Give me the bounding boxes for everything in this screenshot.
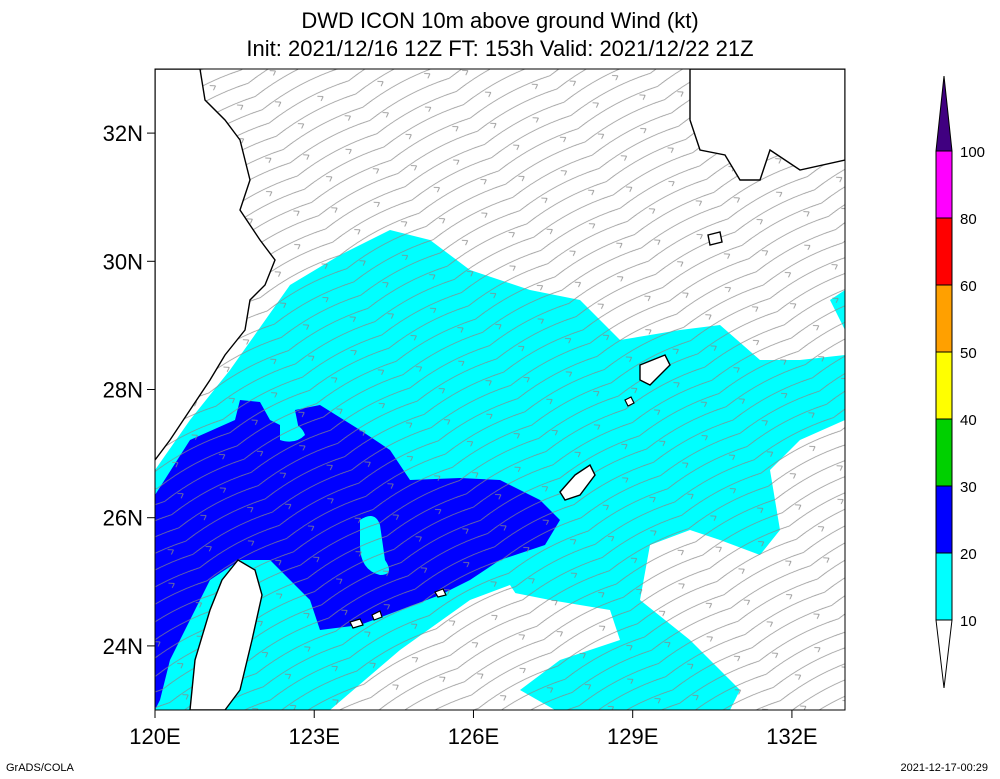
plot-area — [155, 69, 845, 710]
lon-tick-label: 126E — [448, 724, 499, 749]
island-okinawa — [559, 463, 596, 501]
lat-tick-label: 32N — [103, 121, 143, 146]
colorbar-label: 100 — [960, 144, 985, 161]
colorbar-segment — [935, 217, 953, 286]
lat-tick-label: 24N — [103, 634, 143, 659]
colorbar: 10 20 30 40 50 60 80 100 — [935, 75, 985, 689]
colorbar-label: 60 — [960, 278, 977, 295]
colorbar-segment — [935, 284, 953, 353]
lon-tick-label: 129E — [607, 724, 658, 749]
lat-tick-label: 28N — [103, 378, 143, 403]
colorbar-label: 30 — [960, 479, 977, 496]
render-timestamp: 2021-12-17-00:29 — [900, 762, 988, 774]
colorbar-segment — [935, 552, 953, 621]
lat-tick-label: 26N — [103, 506, 143, 531]
map-subtitle: Init: 2021/12/16 12Z FT: 153h Valid: 202… — [246, 36, 754, 61]
lon-tick-label: 132E — [766, 724, 817, 749]
longitude-axis: 120E 123E 126E 129E 132E — [129, 710, 818, 749]
lon-tick-label: 123E — [289, 724, 340, 749]
colorbar-lower-triangle — [935, 619, 953, 689]
latitude-axis: 32N 30N 28N 26N 24N — [103, 121, 155, 659]
colorbar-segment — [935, 485, 953, 554]
colorbar-label: 20 — [960, 546, 977, 563]
kyushu — [689, 69, 845, 181]
colorbar-segment — [935, 150, 953, 219]
lon-tick-label: 120E — [129, 724, 180, 749]
colorbar-label: 50 — [960, 345, 977, 362]
colorbar-label: 80 — [960, 211, 977, 228]
colorbar-segment — [935, 75, 953, 152]
taiwan — [189, 559, 263, 710]
map-title: DWD ICON 10m above ground Wind (kt) — [301, 8, 699, 33]
colorbar-label: 10 — [960, 613, 977, 630]
island-yakushima — [707, 231, 723, 246]
colorbar-segment — [935, 418, 953, 487]
software-credit: GrADS/COLA — [6, 762, 74, 774]
china-coast — [155, 69, 276, 462]
island-amami — [639, 354, 671, 386]
colorbar-segment — [935, 351, 953, 420]
colorbar-label: 40 — [960, 412, 977, 429]
lat-tick-label: 30N — [103, 249, 143, 274]
